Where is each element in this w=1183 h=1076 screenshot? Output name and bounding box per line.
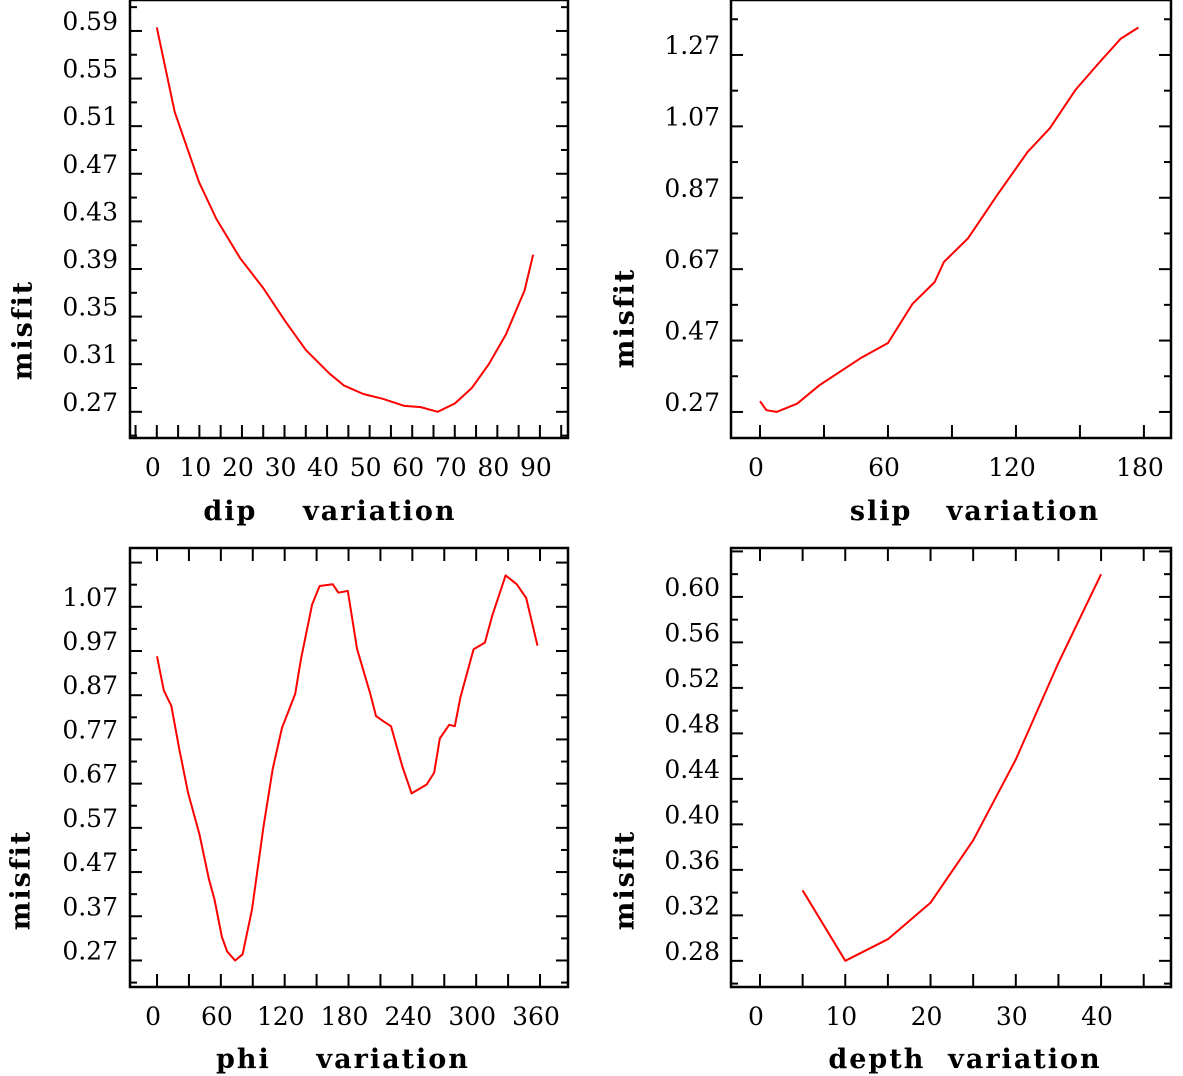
y-tick-label: 0.39 <box>62 245 118 274</box>
y-tick-label: 0.87 <box>62 671 118 700</box>
y-tick-label: 0.77 <box>62 715 118 744</box>
x-axis-title: slip variation <box>850 496 1100 527</box>
y-tick-label: 0.59 <box>62 7 118 36</box>
y-tick-label: 0.47 <box>62 150 118 179</box>
y-axis-title: misfit <box>8 280 39 380</box>
x-tick-label: 40 <box>307 453 339 482</box>
x-tick-label: 180 <box>1116 453 1164 482</box>
y-axis-title: misfit <box>610 830 641 930</box>
y-tick-label: 0.40 <box>664 800 720 829</box>
x-axis-title: depth variation <box>828 1044 1101 1075</box>
plot-frame <box>729 546 1173 989</box>
y-tick-label: 0.35 <box>62 293 118 322</box>
y-tick-label: 0.87 <box>664 174 720 203</box>
x-tick-label: 10 <box>825 1002 857 1031</box>
x-tick-label: 10 <box>179 453 211 482</box>
y-tick-label: 0.31 <box>62 340 118 369</box>
x-tick-label: 0 <box>145 453 161 482</box>
y-tick-label: 0.67 <box>62 760 118 789</box>
x-tick-label: 70 <box>435 453 467 482</box>
x-tick-label: 0 <box>748 1002 764 1031</box>
x-tick-label: 30 <box>996 1002 1028 1031</box>
y-axis-title: misfit <box>610 268 641 368</box>
y-tick-label: 0.52 <box>664 664 720 693</box>
x-tick-label: 120 <box>257 1002 305 1031</box>
y-tick-label: 0.28 <box>664 937 720 966</box>
x-tick-label: 50 <box>350 453 382 482</box>
series-line-phi <box>156 574 539 962</box>
subplot-dip: 0 10 20 30 40 50 60 70 80 90 0.27 0.31 0.35 0.39 0.43 0… <box>8 0 570 527</box>
x-tick-label: 80 <box>477 453 509 482</box>
y-tick-label: 0.32 <box>664 891 720 920</box>
x-tick-label: 40 <box>1081 1002 1113 1031</box>
y-tick-label: 0.44 <box>664 755 720 784</box>
y-tick-label: 0.37 <box>62 892 118 921</box>
x-tick-label: 90 <box>520 453 552 482</box>
y-tick-label: 0.43 <box>62 197 118 226</box>
x-tick-label: 0 <box>748 453 764 482</box>
plot-frame <box>128 0 570 440</box>
x-tick-label: 60 <box>868 453 900 482</box>
series-line-depth <box>801 573 1103 962</box>
subplot-phi: 0 60 120 180 240 300 360 0.27 0.37 0.47 0.57 0.67 0.… <box>6 546 570 1075</box>
y-tick-label: 0.51 <box>62 102 118 131</box>
x-tick-label: 360 <box>512 1002 560 1031</box>
plot-frame <box>729 0 1173 440</box>
y-tick-label: 0.57 <box>62 804 118 833</box>
x-tick-label: 0 <box>145 1002 161 1031</box>
series-line-slip <box>759 26 1139 413</box>
y-tick-label: 0.27 <box>62 388 118 417</box>
x-tick-label: 300 <box>448 1002 496 1031</box>
subplot-slip: 0 60 120 180 0.27 0.47 0.67 0.87 1.07 1.27 slip va… <box>610 0 1173 527</box>
y-tick-label: 1.07 <box>664 102 720 131</box>
series-line-dip <box>155 27 535 413</box>
x-tick-label: 20 <box>911 1002 943 1031</box>
x-tick-label: 240 <box>384 1002 432 1031</box>
x-axis-title: dip variation <box>203 496 456 527</box>
plot-frame <box>128 546 570 989</box>
y-tick-label: 0.27 <box>664 388 720 417</box>
y-tick-label: 0.47 <box>62 848 118 877</box>
y-tick-label: 0.67 <box>664 245 720 274</box>
x-tick-label: 60 <box>201 1002 233 1031</box>
y-tick-label: 0.55 <box>62 55 118 84</box>
y-tick-label: 0.60 <box>664 573 720 602</box>
y-axis-title: misfit <box>6 830 37 930</box>
x-tick-label: 60 <box>392 453 424 482</box>
y-tick-label: 1.07 <box>62 583 118 612</box>
y-tick-label: 0.56 <box>664 618 720 647</box>
x-tick-label: 180 <box>321 1002 369 1031</box>
x-tick-label: 30 <box>265 453 297 482</box>
y-tick-label: 0.36 <box>664 846 720 875</box>
y-tick-label: 0.48 <box>664 709 720 738</box>
x-tick-label: 20 <box>222 453 254 482</box>
y-tick-label: 1.27 <box>664 31 720 60</box>
y-tick-label: 0.27 <box>62 936 118 965</box>
x-axis-title: phi variation <box>216 1044 470 1075</box>
y-tick-label: 0.97 <box>62 627 118 656</box>
subplot-depth: 0 10 20 30 40 0.28 0.32 0.36 0.40 0.44 0.48 0.52 0.5… <box>610 546 1173 1075</box>
y-tick-label: 0.47 <box>664 317 720 346</box>
x-tick-label: 120 <box>988 453 1036 482</box>
